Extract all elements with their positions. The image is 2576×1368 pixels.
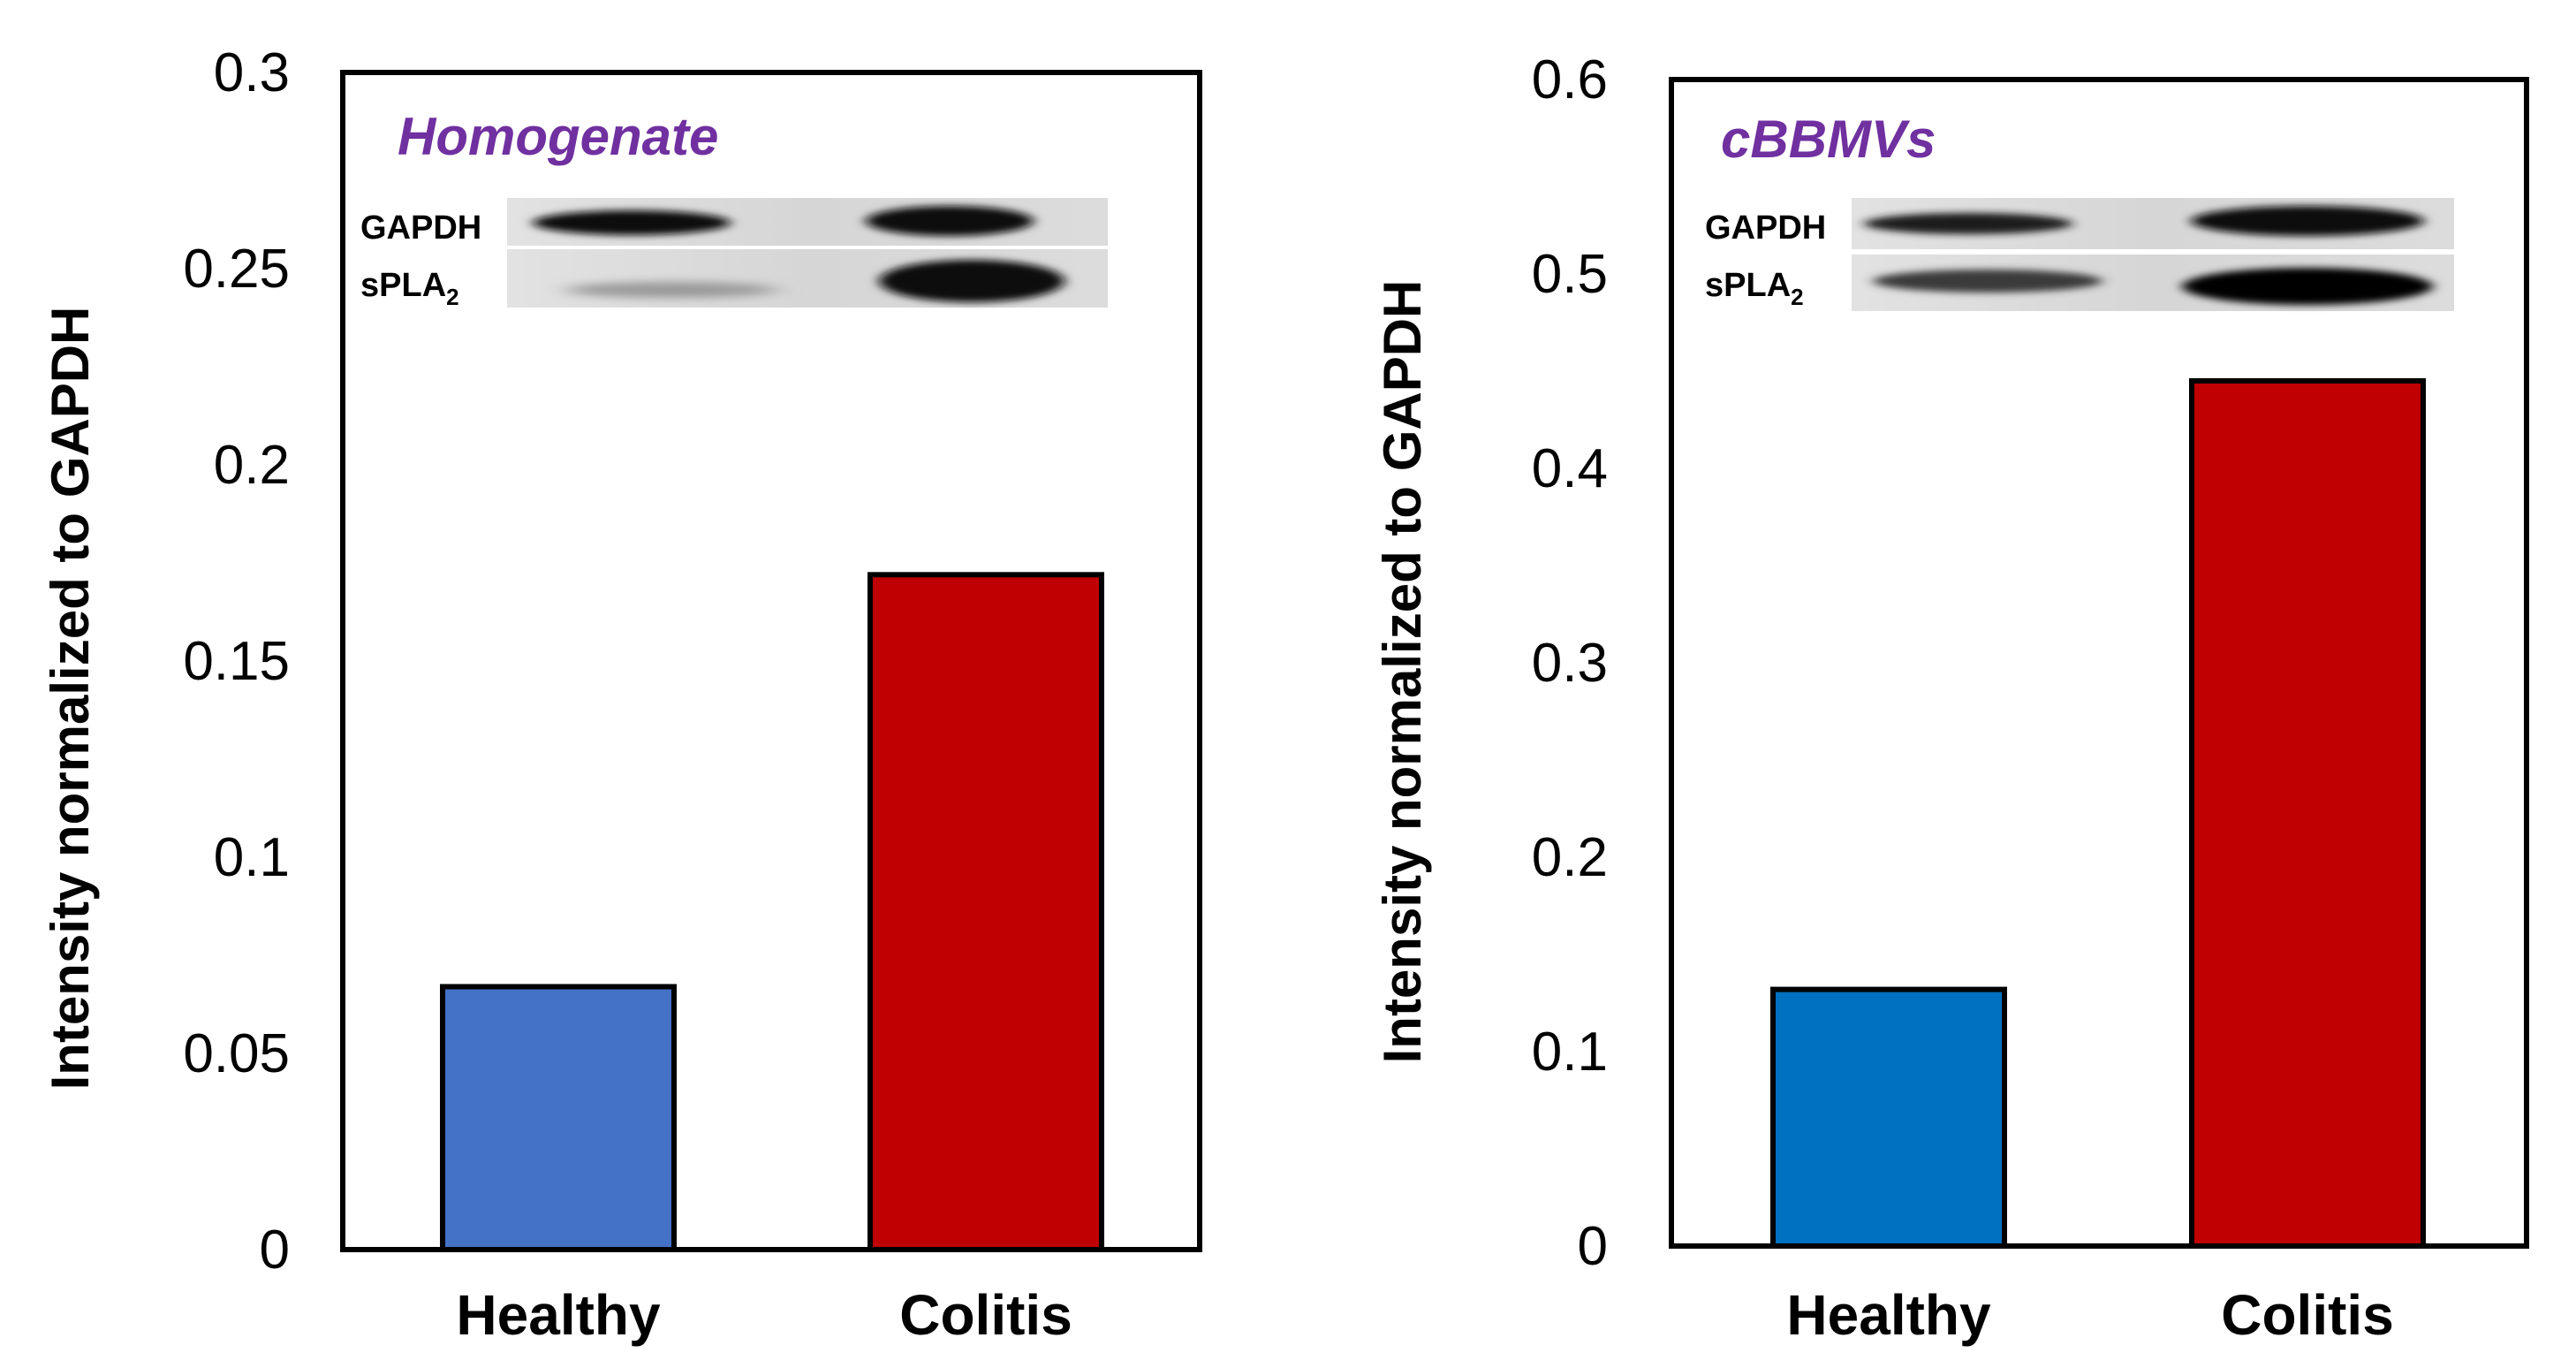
bars <box>1770 378 2426 1249</box>
y-tick-label: 0.3 <box>214 42 290 103</box>
bar-healthy <box>1770 986 2007 1249</box>
blot-band <box>2182 268 2433 305</box>
x-tick-label: Healthy <box>456 1283 661 1347</box>
y-tick-labels: 0 0.1 0.2 0.3 0.4 0.5 0.6 <box>1532 49 1608 1277</box>
x-tick-label: Colitis <box>899 1283 1072 1347</box>
blot-band <box>1864 213 2072 234</box>
y-tick-label: 0.2 <box>214 435 290 496</box>
y-axis-label: Intensity normalized to GAPDH <box>1373 280 1432 1064</box>
blot-band <box>866 206 1034 236</box>
blot-label-spla2: sPLA2 <box>1705 267 1804 310</box>
x-tick-label: Healthy <box>1786 1283 1991 1347</box>
y-tick-label: 0.3 <box>1532 633 1608 694</box>
y-tick-label: 0 <box>260 1220 290 1281</box>
y-tick-label: 0.1 <box>214 827 290 888</box>
y-tick-label: 0 <box>1578 1216 1608 1277</box>
bar-healthy <box>440 984 677 1253</box>
chart-panel-cbbmvs: 0 0.1 0.2 0.3 0.4 0.5 0.6 Intensity normalized… <box>1373 49 2529 1347</box>
blot-label-spla2: sPLA2 <box>360 267 459 310</box>
blot-band <box>879 260 1064 302</box>
blot-band <box>1873 270 2102 293</box>
y-tick-label: 0.5 <box>1532 244 1608 305</box>
bars <box>440 572 1104 1253</box>
y-axis-label: Intensity normalized to GAPDH <box>41 307 100 1091</box>
chart-panel-homogenate: 0 0.05 0.1 0.15 0.2 0.25 0.3 Intensity normali… <box>41 42 1202 1347</box>
blot-band <box>533 210 731 235</box>
blot-label-gapdh: GAPDH <box>360 209 481 247</box>
bar-colitis <box>868 572 1104 1252</box>
blot-band <box>565 282 777 298</box>
y-tick-label: 0.25 <box>183 239 290 300</box>
y-tick-labels: 0 0.05 0.1 0.15 0.2 0.25 0.3 <box>183 42 290 1281</box>
y-tick-label: 0.2 <box>1532 827 1608 888</box>
y-tick-label: 0.4 <box>1532 438 1608 499</box>
plot-frame <box>340 70 1202 1252</box>
western-blot-inset: GAPDH sPLA2 <box>360 198 1108 310</box>
blot-label-gapdh: GAPDH <box>1705 209 1826 247</box>
blot-band <box>2191 206 2424 236</box>
panel-title: Homogenate <box>398 107 718 166</box>
plot-frame <box>1669 77 2529 1249</box>
y-tick-label: 0.05 <box>183 1023 290 1084</box>
category-labels: Healthy Colitis <box>1786 1283 2393 1347</box>
y-tick-label: 0.6 <box>1532 49 1608 110</box>
bar-colitis <box>2189 378 2426 1249</box>
category-labels: Healthy Colitis <box>456 1283 1072 1347</box>
panel-title: cBBMVs <box>1721 110 1936 169</box>
y-tick-label: 0.15 <box>183 631 290 692</box>
western-blot-inset: GAPDH sPLA2 <box>1705 198 2454 311</box>
y-tick-label: 0.1 <box>1532 1022 1608 1083</box>
x-tick-label: Colitis <box>2221 1283 2394 1347</box>
